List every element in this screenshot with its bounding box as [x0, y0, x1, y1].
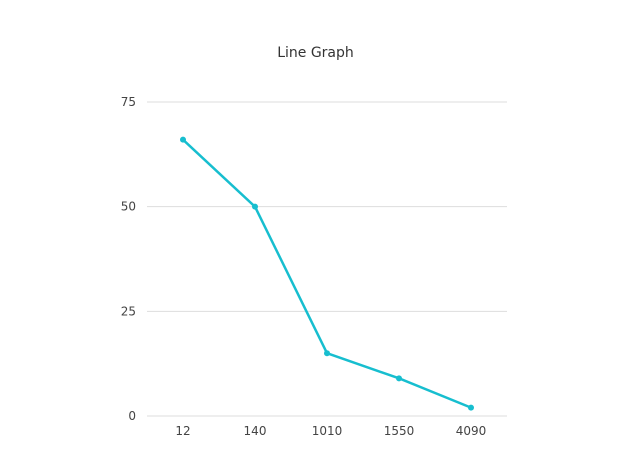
data-point[interactable] [396, 375, 402, 382]
data-point[interactable] [252, 203, 258, 210]
data-point[interactable] [468, 404, 474, 411]
series-group [180, 136, 474, 411]
y-tick-label: 25 [121, 304, 136, 318]
y-tick-label: 0 [128, 409, 136, 423]
x-tick-label: 140 [244, 424, 267, 438]
x-tick-label: 1010 [312, 424, 343, 438]
x-tick-label: 1550 [384, 424, 415, 438]
grid-lines [147, 101, 507, 417]
chart-title: Line Graph [277, 45, 354, 61]
series-line [181, 138, 473, 409]
x-tick-label: 12 [175, 424, 190, 438]
x-axis-ticks: 12 140 1010 1550 4090 [175, 424, 486, 438]
x-tick-label: 4090 [456, 424, 487, 438]
y-axis-ticks: 0 25 50 75 [121, 95, 136, 423]
data-point[interactable] [324, 350, 330, 357]
y-tick-label: 50 [121, 200, 136, 214]
y-tick-label: 75 [121, 95, 136, 109]
data-point[interactable] [180, 136, 186, 143]
